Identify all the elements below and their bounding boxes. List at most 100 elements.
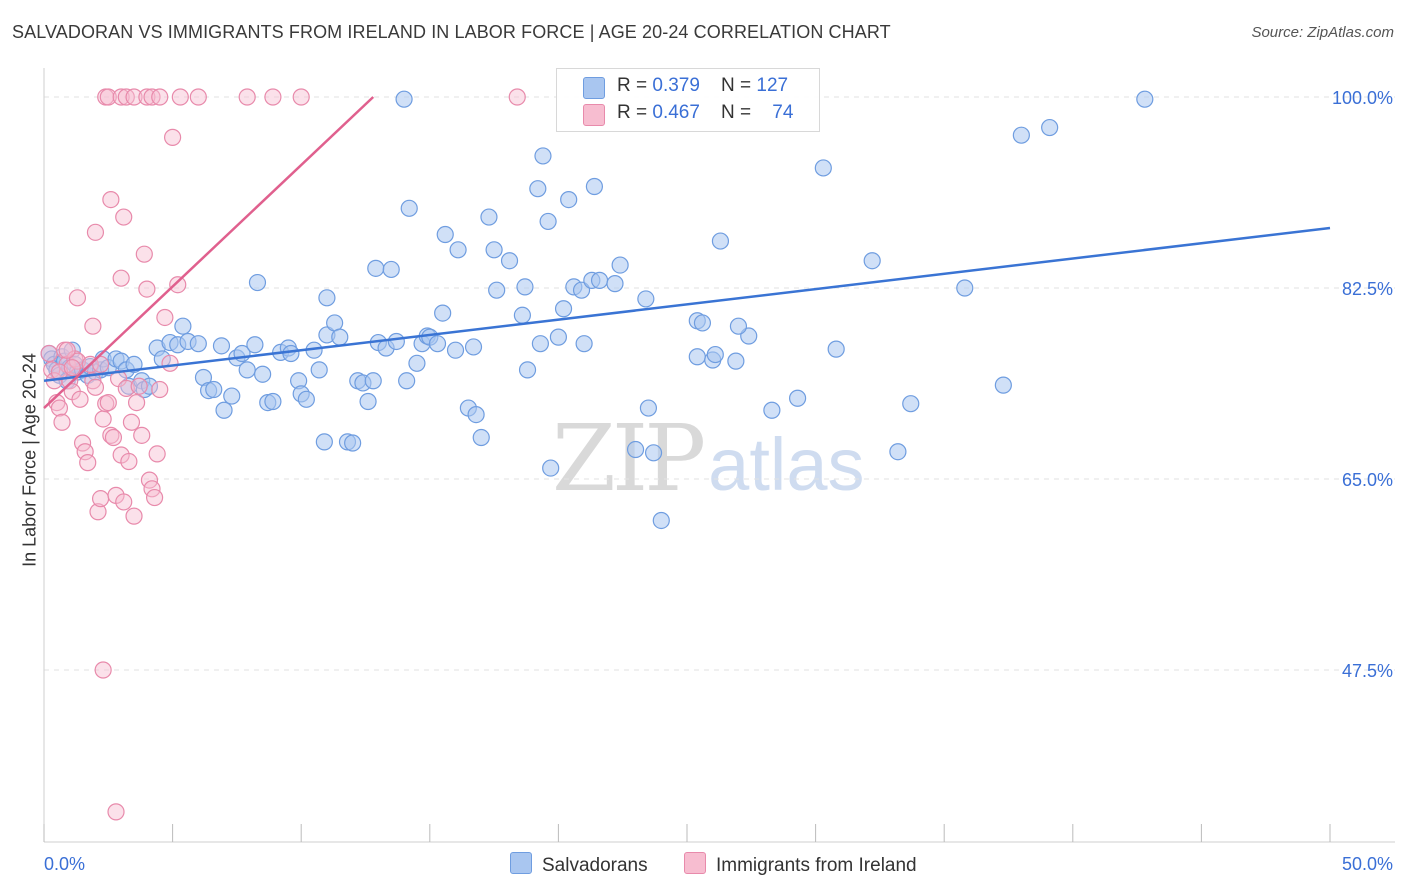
salvadoran-point: [637, 290, 655, 308]
ireland-swatch: [684, 852, 706, 874]
ireland-swatch: [583, 104, 605, 126]
salvadoran-point: [480, 208, 498, 226]
salvadoran-point: [382, 260, 400, 279]
n-value: 127: [756, 75, 789, 96]
salvadoran-point: [344, 434, 362, 452]
ireland-point: [86, 378, 105, 396]
salvadoran-point: [827, 340, 845, 358]
r-label: R =: [617, 75, 653, 96]
salvadoran-point: [246, 336, 264, 354]
salvadoran-point: [264, 392, 282, 411]
salvadoran-point: [539, 212, 557, 231]
legend-item-ireland[interactable]: Immigrants from Ireland: [684, 852, 917, 877]
salvadorans-swatch: [510, 852, 532, 874]
salvadoran-point: [485, 241, 503, 259]
ireland-point: [127, 394, 146, 412]
salvadoran-point: [436, 225, 454, 244]
ireland-point: [130, 377, 148, 395]
salvadoran-point: [387, 332, 405, 351]
ireland-point: [161, 354, 179, 372]
salvadoran-point: [315, 433, 333, 451]
salvadoran-point: [500, 252, 519, 270]
y-axis-label: In Labor Force | Age 20-24: [19, 353, 40, 567]
ireland-point: [115, 208, 133, 226]
salvadoran-point: [560, 190, 578, 209]
salvadoran-point: [223, 387, 241, 405]
legend-item-salvadorans[interactable]: Salvadorans: [510, 852, 648, 877]
salvadoran-point: [1136, 90, 1154, 108]
stats-legend-text: R = 0.379 N = 127: [617, 75, 788, 97]
ireland-point: [151, 380, 169, 399]
salvadoran-point: [711, 232, 730, 250]
ireland-point: [99, 394, 117, 412]
ireland-point: [133, 426, 151, 444]
salvadoran-point: [554, 300, 573, 318]
salvadoran-point: [688, 348, 706, 366]
ireland-point: [508, 88, 526, 106]
salvadoran-point: [516, 278, 534, 296]
salvadoran-point: [626, 440, 645, 459]
r-value: 0.379: [652, 75, 700, 96]
salvadoran-point: [467, 406, 485, 424]
salvadoran-point: [364, 372, 382, 390]
ireland-point: [120, 452, 138, 471]
salvadoran-point: [639, 399, 658, 417]
ireland-point: [102, 426, 120, 444]
ireland-point: [107, 803, 125, 821]
ireland-trend-line: [43, 96, 375, 409]
salvadoran-point: [902, 395, 920, 413]
r-value: 0.467: [652, 102, 700, 123]
salvadoran-point: [446, 341, 465, 359]
ireland-point: [156, 308, 174, 327]
salvadoran-point: [326, 314, 344, 332]
salvadoran-point: [549, 328, 568, 346]
y-tick-label: 100.0%: [1332, 88, 1393, 108]
salvadoran-point: [644, 444, 663, 462]
salvadoran-point: [488, 281, 506, 299]
salvadoran-point: [518, 361, 537, 379]
ireland-point: [94, 410, 112, 428]
salvadoran-point: [408, 354, 426, 372]
salvadoran-point: [254, 365, 272, 383]
ireland-point: [84, 317, 102, 335]
ireland-point: [104, 428, 123, 447]
salvadoran-point: [585, 177, 604, 196]
salvadoran-point: [513, 306, 531, 324]
ireland-point: [63, 359, 81, 377]
salvadoran-point: [606, 275, 624, 293]
salvadoran-point: [434, 304, 452, 322]
salvadoran-point: [788, 389, 807, 407]
salvadoran-point: [428, 335, 447, 353]
salvadoran-point: [400, 199, 418, 217]
salvadoran-point: [534, 147, 552, 165]
x-tick-label: 50.0%: [1342, 854, 1393, 874]
salvadoran-point: [652, 511, 670, 530]
watermark-zip: ZIP: [552, 405, 706, 512]
salvadoran-point: [395, 90, 413, 108]
salvadoran-point: [472, 428, 490, 447]
salvadoran-point: [611, 256, 629, 274]
salvadoran-point: [863, 252, 881, 270]
y-tick-label: 65.0%: [1342, 470, 1393, 490]
ireland-point: [151, 88, 169, 106]
ireland-point: [115, 493, 133, 511]
salvadoran-point: [814, 159, 832, 177]
n-label: N =: [721, 75, 757, 96]
ireland-point: [171, 88, 189, 106]
y-tick-label: 47.5%: [1342, 661, 1393, 681]
watermark: ZIPatlas: [552, 405, 864, 512]
ireland-point: [79, 454, 97, 472]
salvadoran-point: [238, 361, 256, 379]
n-label: N =: [721, 102, 757, 123]
ireland-point: [164, 128, 182, 146]
salvadoran-point: [956, 279, 974, 297]
source-credit: Source: ZipAtlas.com: [1251, 24, 1394, 41]
ireland-point: [189, 88, 207, 106]
salvadoran-trend-line: [43, 226, 1331, 383]
ireland-point: [94, 661, 112, 679]
ireland-point: [122, 413, 141, 431]
ireland-point: [99, 88, 117, 106]
n-value: 74: [772, 102, 794, 123]
ireland-point: [117, 379, 135, 398]
